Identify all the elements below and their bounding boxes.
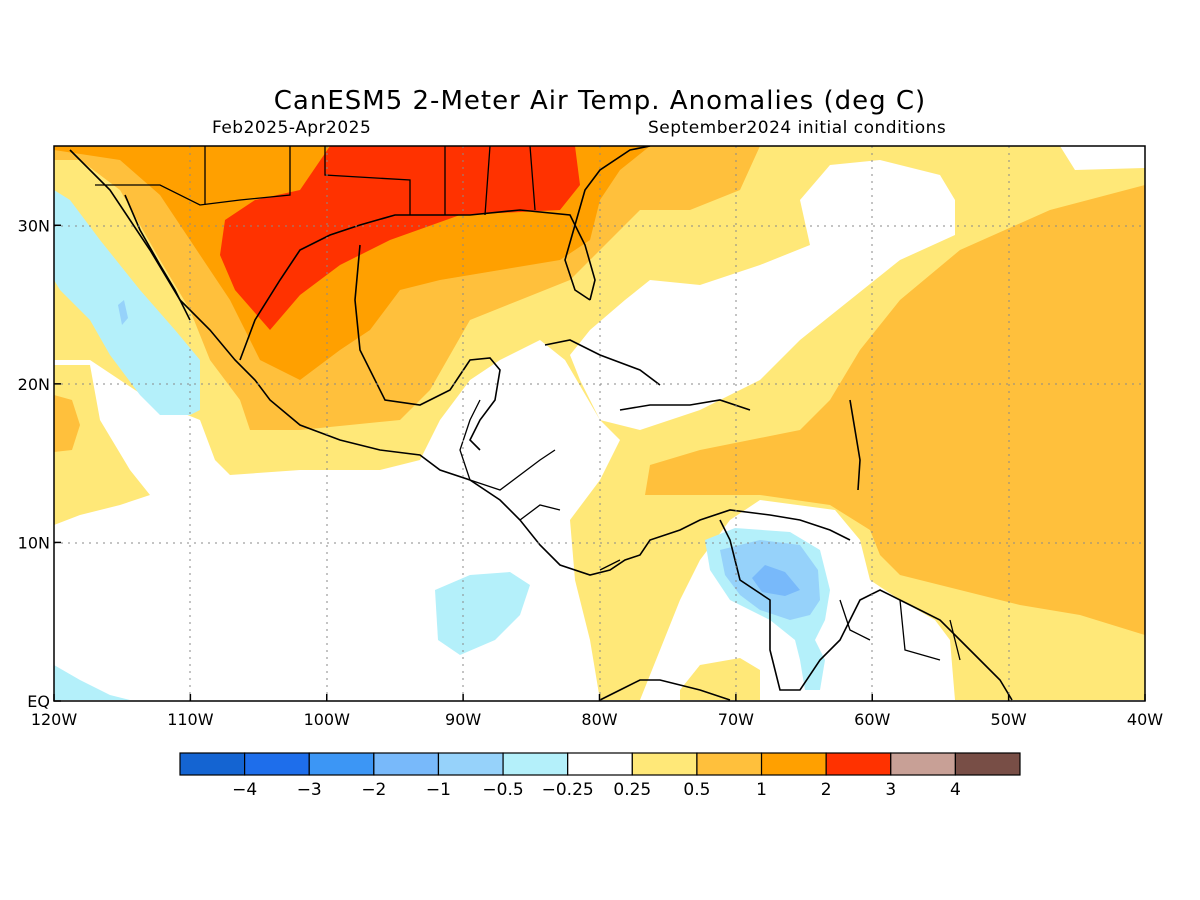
map-title: CanESM5 2-Meter Air Temp. Anomalies (deg…	[273, 86, 927, 116]
lon-tick-label: 90W	[445, 710, 481, 729]
anomaly-region-neg-1	[752, 565, 800, 596]
borders	[95, 146, 961, 661]
lon-tick-label: 120W	[31, 710, 78, 729]
colorbar-swatch	[437, 752, 504, 776]
colorbar-swatch	[825, 752, 892, 776]
initial-conditions: September2024 initial conditions	[648, 118, 947, 138]
latitude-ticks: EQ 10N 20N 30N	[18, 216, 61, 711]
lon-tick-label: 70W	[718, 710, 754, 729]
gridlines	[54, 146, 1145, 701]
lon-tick-label: 80W	[581, 710, 617, 729]
anomaly-region-neg-0.25	[54, 190, 200, 415]
colorbar-label: 2	[821, 780, 832, 800]
forecast-period: Feb2025-Apr2025	[212, 118, 372, 138]
colorbar-label: 1	[756, 780, 767, 800]
colorbar-swatch	[567, 752, 633, 776]
colorbar-swatch	[890, 752, 956, 776]
anomaly-region-neg-0.25	[54, 665, 130, 700]
colorbar-label: −2	[361, 780, 386, 800]
colorbar-label: −3	[297, 780, 322, 800]
lat-tick-label: 30N	[18, 216, 50, 235]
longitude-ticks: 120W 110W 100W 90W 80W 70W 60W 50W 40W	[31, 694, 1163, 729]
colorbar: −4 −3 −2 −1 −0.5 −0.25 0.25 0.5 1 2 3 4	[179, 752, 1021, 800]
colorbar-swatch	[760, 752, 827, 776]
colorbar-label: −4	[232, 780, 257, 800]
lon-tick-label: 40W	[1127, 710, 1163, 729]
lon-tick-label: 100W	[304, 710, 351, 729]
neutral-region	[1060, 146, 1145, 170]
lat-tick-label: 20N	[18, 375, 50, 394]
colorbar-swatch	[631, 752, 698, 776]
colorbar-label: −0.5	[482, 780, 523, 800]
anomaly-region-2-3	[220, 146, 580, 330]
lon-tick-label: 50W	[991, 710, 1027, 729]
colorbar-swatch	[954, 752, 1021, 776]
colorbar-label: 3	[885, 780, 896, 800]
colorbar-label: −0.25	[542, 780, 594, 800]
anomaly-region-0.25-0.5	[54, 365, 150, 525]
colorbar-swatch	[179, 752, 246, 776]
colorbar-label: −1	[426, 780, 451, 800]
colorbar-label: 0.25	[613, 780, 651, 800]
neutral-region	[570, 160, 955, 430]
colorbar-swatch	[696, 752, 763, 776]
coastlines	[69, 146, 1013, 701]
colorbar-swatch	[308, 752, 375, 776]
colorbar-label: 4	[950, 780, 961, 800]
lat-tick-label: EQ	[27, 692, 50, 711]
colorbar-swatch	[373, 752, 440, 776]
lon-tick-label: 110W	[167, 710, 214, 729]
lon-tick-label: 60W	[854, 710, 890, 729]
anomaly-region-neg-0.25	[435, 572, 530, 655]
anomaly-region-neg-0.5	[118, 300, 128, 325]
lat-tick-label: 10N	[18, 533, 50, 552]
anomaly-region-0.5-1	[645, 185, 1145, 635]
anomaly-field	[54, 146, 1145, 701]
colorbar-label: 0.5	[683, 780, 710, 800]
colorbar-swatch	[244, 752, 310, 776]
anomaly-region-0.5-1	[54, 395, 80, 452]
colorbar-swatch	[502, 752, 569, 776]
